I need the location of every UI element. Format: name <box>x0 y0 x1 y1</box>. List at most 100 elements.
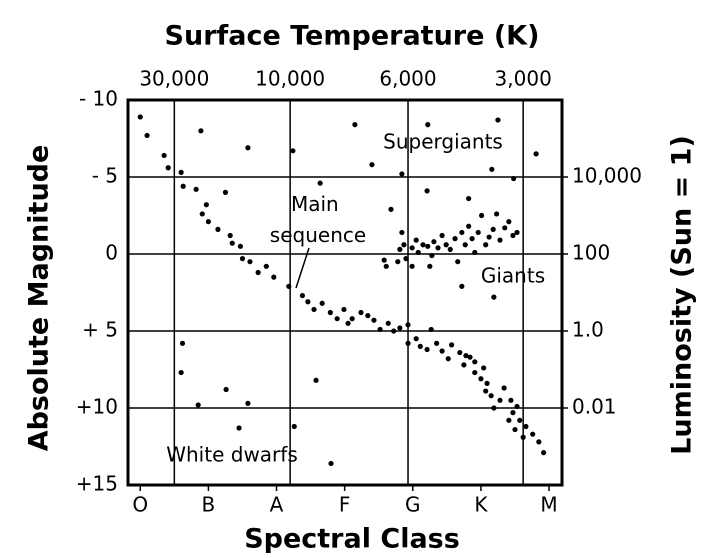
star-point <box>466 223 472 229</box>
star-point <box>491 294 497 300</box>
star-point <box>427 263 433 269</box>
x-tick-label: K <box>474 493 488 517</box>
star-point <box>385 320 391 326</box>
star-point <box>469 236 475 242</box>
star-point <box>358 309 364 316</box>
star-point <box>399 229 405 236</box>
star-point <box>352 122 358 128</box>
star-point <box>523 423 529 430</box>
star-point <box>478 376 484 382</box>
star-point <box>193 186 199 192</box>
star-point <box>313 377 319 383</box>
star-point <box>391 328 397 334</box>
star-point <box>165 165 171 171</box>
star-point <box>510 410 516 416</box>
star-point <box>447 246 453 252</box>
y2-axis-title: Luminosity (Sun = 1) <box>667 135 698 455</box>
star-point <box>239 256 246 262</box>
star-point <box>445 356 451 362</box>
star-point <box>413 237 419 243</box>
star-point <box>491 405 497 411</box>
star-point <box>415 249 421 256</box>
x-tick-label: O <box>132 493 148 517</box>
star-point <box>263 263 269 269</box>
star-point <box>328 460 334 467</box>
star-point <box>506 219 512 225</box>
star-point <box>517 417 523 423</box>
star-point <box>425 243 431 249</box>
star-point <box>510 232 516 239</box>
star-point <box>467 354 473 360</box>
star-point <box>493 211 500 217</box>
star-point <box>369 162 375 168</box>
star-point <box>452 236 458 242</box>
y2-tick-label: 0.01 <box>572 395 617 419</box>
grid <box>128 99 562 486</box>
star-point <box>144 132 150 139</box>
star-point <box>461 362 467 368</box>
star-point <box>466 195 472 202</box>
star-point <box>420 242 426 248</box>
star-point <box>271 274 277 280</box>
star-point <box>223 386 229 393</box>
star-point <box>299 292 306 299</box>
star-point <box>388 206 394 212</box>
star-point <box>399 171 405 177</box>
star-point <box>215 226 221 232</box>
x-tick-label: M <box>540 493 557 517</box>
star-point <box>286 283 292 289</box>
star-point <box>479 212 485 219</box>
group-label: Supergiants <box>383 130 503 154</box>
star-point <box>490 226 496 232</box>
star-point <box>497 397 503 403</box>
star-point <box>424 346 430 353</box>
y-tick-label: - 5 <box>92 164 118 188</box>
star-point <box>195 402 201 408</box>
star-point <box>341 306 347 313</box>
star-point <box>457 349 463 356</box>
star-point <box>443 242 449 248</box>
star-point <box>222 189 229 195</box>
star-point <box>459 283 465 289</box>
star-point <box>227 232 233 239</box>
x-tick-label: A <box>270 493 284 517</box>
star-point <box>345 320 351 326</box>
y2-tick-label: 1.0 <box>572 318 604 342</box>
star-point <box>484 380 490 386</box>
star-point <box>161 152 167 159</box>
star-point <box>514 403 520 410</box>
group-label: Main sequence <box>270 192 366 247</box>
marks <box>137 114 547 467</box>
star-point <box>439 232 445 239</box>
star-point <box>319 300 325 306</box>
star-point <box>511 175 517 182</box>
star-point <box>229 240 235 246</box>
star-point <box>381 257 387 263</box>
star-point <box>533 151 539 157</box>
x2-axis-title: Surface Temperature (K) <box>165 21 540 52</box>
star-point <box>425 122 431 128</box>
star-point <box>413 336 419 342</box>
star-point <box>178 169 184 175</box>
star-point <box>371 317 377 323</box>
star-point <box>483 388 489 394</box>
star-point <box>512 426 518 433</box>
y-tick-label: 0 <box>105 241 118 265</box>
star-point <box>397 246 403 252</box>
star-point <box>536 439 542 445</box>
star-point <box>247 259 253 265</box>
star-point <box>317 180 323 186</box>
star-point <box>495 117 501 123</box>
star-point <box>179 340 186 346</box>
group-label: Giants <box>481 264 545 288</box>
y-axis-title: Absolute Magnitude <box>24 145 55 452</box>
star-point <box>502 225 508 231</box>
y-tick-label: +10 <box>76 395 118 419</box>
x-axis-title: Spectral Class <box>244 524 460 555</box>
star-point <box>472 369 478 376</box>
star-point <box>137 114 143 120</box>
star-point <box>439 348 445 354</box>
y-tick-label: - 10 <box>79 87 118 111</box>
star-point <box>449 342 455 348</box>
